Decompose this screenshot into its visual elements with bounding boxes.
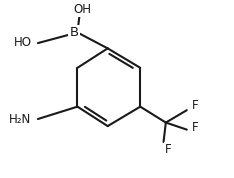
- Text: H₂N: H₂N: [9, 113, 32, 126]
- Text: F: F: [192, 99, 198, 112]
- Text: F: F: [165, 143, 172, 156]
- Text: F: F: [192, 121, 198, 134]
- Text: OH: OH: [73, 3, 91, 16]
- Text: HO: HO: [14, 36, 32, 49]
- Text: B: B: [69, 26, 79, 39]
